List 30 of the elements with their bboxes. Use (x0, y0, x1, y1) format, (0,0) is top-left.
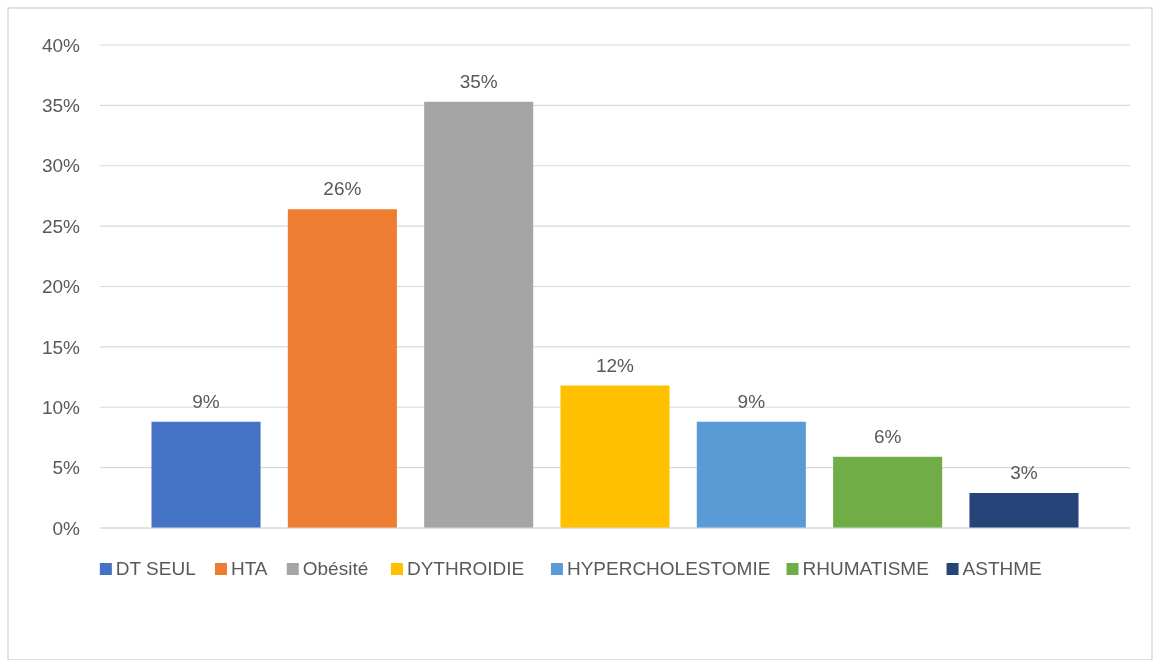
legend-label: RHUMATISME (802, 558, 929, 579)
y-tick-label: 5% (52, 457, 81, 479)
legend-label: ASTHME (962, 558, 1042, 579)
y-tick-label: 40% (41, 34, 81, 56)
data-label: 35% (459, 70, 498, 92)
data-label: 9% (192, 390, 220, 412)
y-tick-label: 10% (41, 396, 81, 418)
bar (696, 421, 806, 528)
bar (151, 421, 261, 528)
y-tick-label: 30% (41, 155, 81, 177)
legend-label: HYPERCHOLESTOMIE (566, 558, 771, 579)
data-label: 12% (595, 354, 635, 376)
bar (969, 492, 1079, 528)
y-tick-label: 0% (52, 517, 81, 539)
legend-label: DT SEUL (115, 558, 196, 579)
bar (560, 385, 670, 528)
legend-label: Obésité (302, 558, 369, 579)
data-label: 3% (1010, 461, 1038, 483)
bar (424, 101, 534, 528)
y-tick-label: 20% (41, 276, 81, 298)
bar (287, 209, 397, 528)
bar (833, 456, 943, 528)
y-tick-label: 25% (41, 215, 81, 237)
data-label: 26% (323, 178, 362, 200)
legend-label: HTA (230, 558, 268, 579)
y-tick-label: 35% (41, 95, 81, 117)
y-tick-label: 15% (41, 336, 81, 358)
legend-label: DYTHROIDIE (406, 558, 525, 579)
data-label: 9% (737, 390, 766, 412)
data-label: 6% (873, 425, 902, 447)
